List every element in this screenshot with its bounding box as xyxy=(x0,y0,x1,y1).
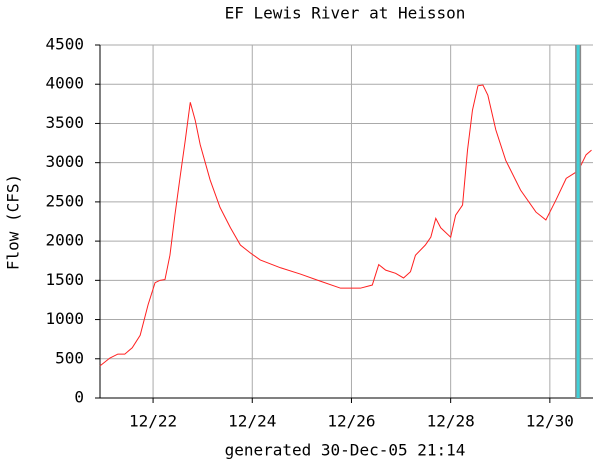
y-tick-label: 500 xyxy=(55,348,84,367)
x-tick-label: 12/30 xyxy=(526,412,574,431)
y-tick-label: 4000 xyxy=(45,74,84,93)
y-tick-label: 0 xyxy=(74,388,84,407)
y-tick-label: 1500 xyxy=(45,270,84,289)
y-tick-label: 3500 xyxy=(45,113,84,132)
y-tick-label: 2000 xyxy=(45,231,84,250)
x-tick-label: 12/24 xyxy=(228,412,276,431)
y-tick-label: 4500 xyxy=(45,35,84,54)
footer: generated 30-Dec-05 21:14 xyxy=(225,441,466,460)
chart-title: EF Lewis River at Heisson xyxy=(225,4,466,23)
y-axis-label: Flow (CFS) xyxy=(4,174,23,270)
x-tick-label: 12/22 xyxy=(129,412,177,431)
y-tick-label: 3000 xyxy=(45,152,84,171)
y-tick-label: 2500 xyxy=(45,191,84,210)
x-tick-label: 12/26 xyxy=(327,412,375,431)
flow-line xyxy=(99,84,592,367)
y-tick-label: 1000 xyxy=(45,309,84,328)
x-tick-label: 12/28 xyxy=(427,412,475,431)
